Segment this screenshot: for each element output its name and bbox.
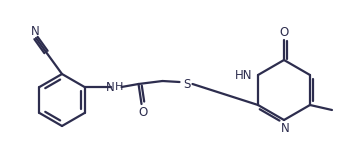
Text: N: N xyxy=(31,25,39,38)
Text: O: O xyxy=(138,106,147,119)
Text: O: O xyxy=(279,26,289,39)
Text: N: N xyxy=(106,80,115,94)
Text: HN: HN xyxy=(235,68,253,81)
Text: S: S xyxy=(183,77,190,91)
Text: H: H xyxy=(115,82,123,92)
Text: N: N xyxy=(280,123,289,135)
